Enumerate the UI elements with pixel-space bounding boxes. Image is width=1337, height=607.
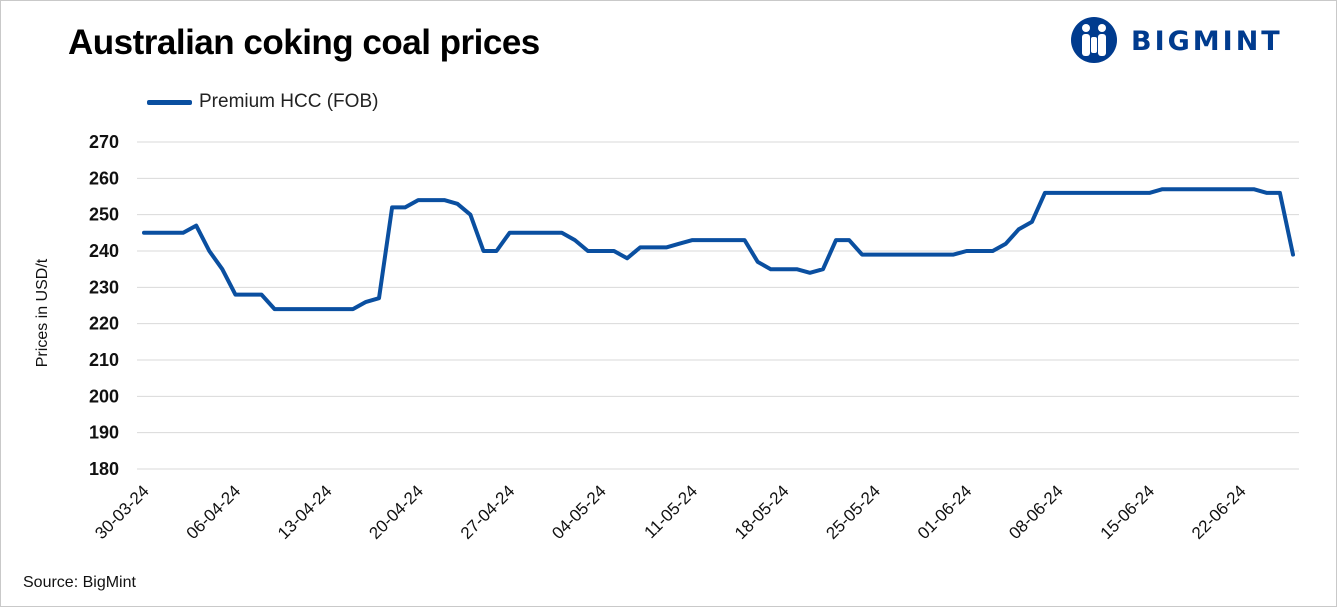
y-tick-label: 210 [89, 350, 119, 370]
y-tick-label: 180 [89, 459, 119, 479]
y-tick-label: 270 [89, 132, 119, 152]
y-axis-ticks: 270 260 250 240 230 220 210 200 190 180 [89, 132, 119, 479]
x-tick-label: 30-03-24 [91, 481, 153, 543]
series-line-premium-hcc [142, 187, 1295, 312]
x-axis-ticks: 30-03-24 06-04-24 13-04-24 20-04-24 27-04-24… [91, 481, 1249, 543]
x-tick-label: 22-06-24 [1188, 481, 1250, 543]
x-tick-label: 20-04-24 [365, 481, 427, 543]
x-tick-label: 18-05-24 [731, 481, 793, 543]
y-tick-label: 240 [89, 241, 119, 261]
bigmint-logo: BIGMINT [1069, 15, 1319, 67]
brand-name: BIGMINT [1131, 26, 1283, 57]
legend-swatch [147, 99, 192, 105]
x-tick-label: 04-05-24 [548, 481, 610, 543]
y-tick-label: 190 [89, 423, 119, 443]
legend: Premium HCC (FOB) [147, 91, 378, 113]
source-note: Source: BigMint [23, 574, 136, 591]
chart-title: Australian coking coal prices [68, 23, 540, 62]
x-tick-label: 15-06-24 [1097, 481, 1159, 543]
x-tick-label: 01-06-24 [914, 481, 976, 543]
bigmint-logo-icon [1071, 17, 1117, 63]
y-tick-label: 220 [89, 314, 119, 334]
y-tick-label: 260 [89, 168, 119, 188]
gridlines [137, 141, 1299, 470]
x-tick-label: 25-05-24 [822, 481, 884, 543]
y-tick-label: 200 [89, 386, 119, 406]
x-tick-label: 11-05-24 [641, 481, 702, 542]
series-layer [142, 187, 1295, 312]
y-tick-label: 250 [89, 205, 119, 225]
x-tick-label: 06-04-24 [183, 481, 245, 543]
x-tick-label: 27-04-24 [457, 481, 519, 543]
x-tick-label: 08-06-24 [1005, 481, 1067, 543]
legend-label: Premium HCC (FOB) [199, 91, 379, 112]
y-tick-label: 230 [89, 277, 119, 297]
x-tick-label: 13-04-24 [274, 481, 336, 543]
